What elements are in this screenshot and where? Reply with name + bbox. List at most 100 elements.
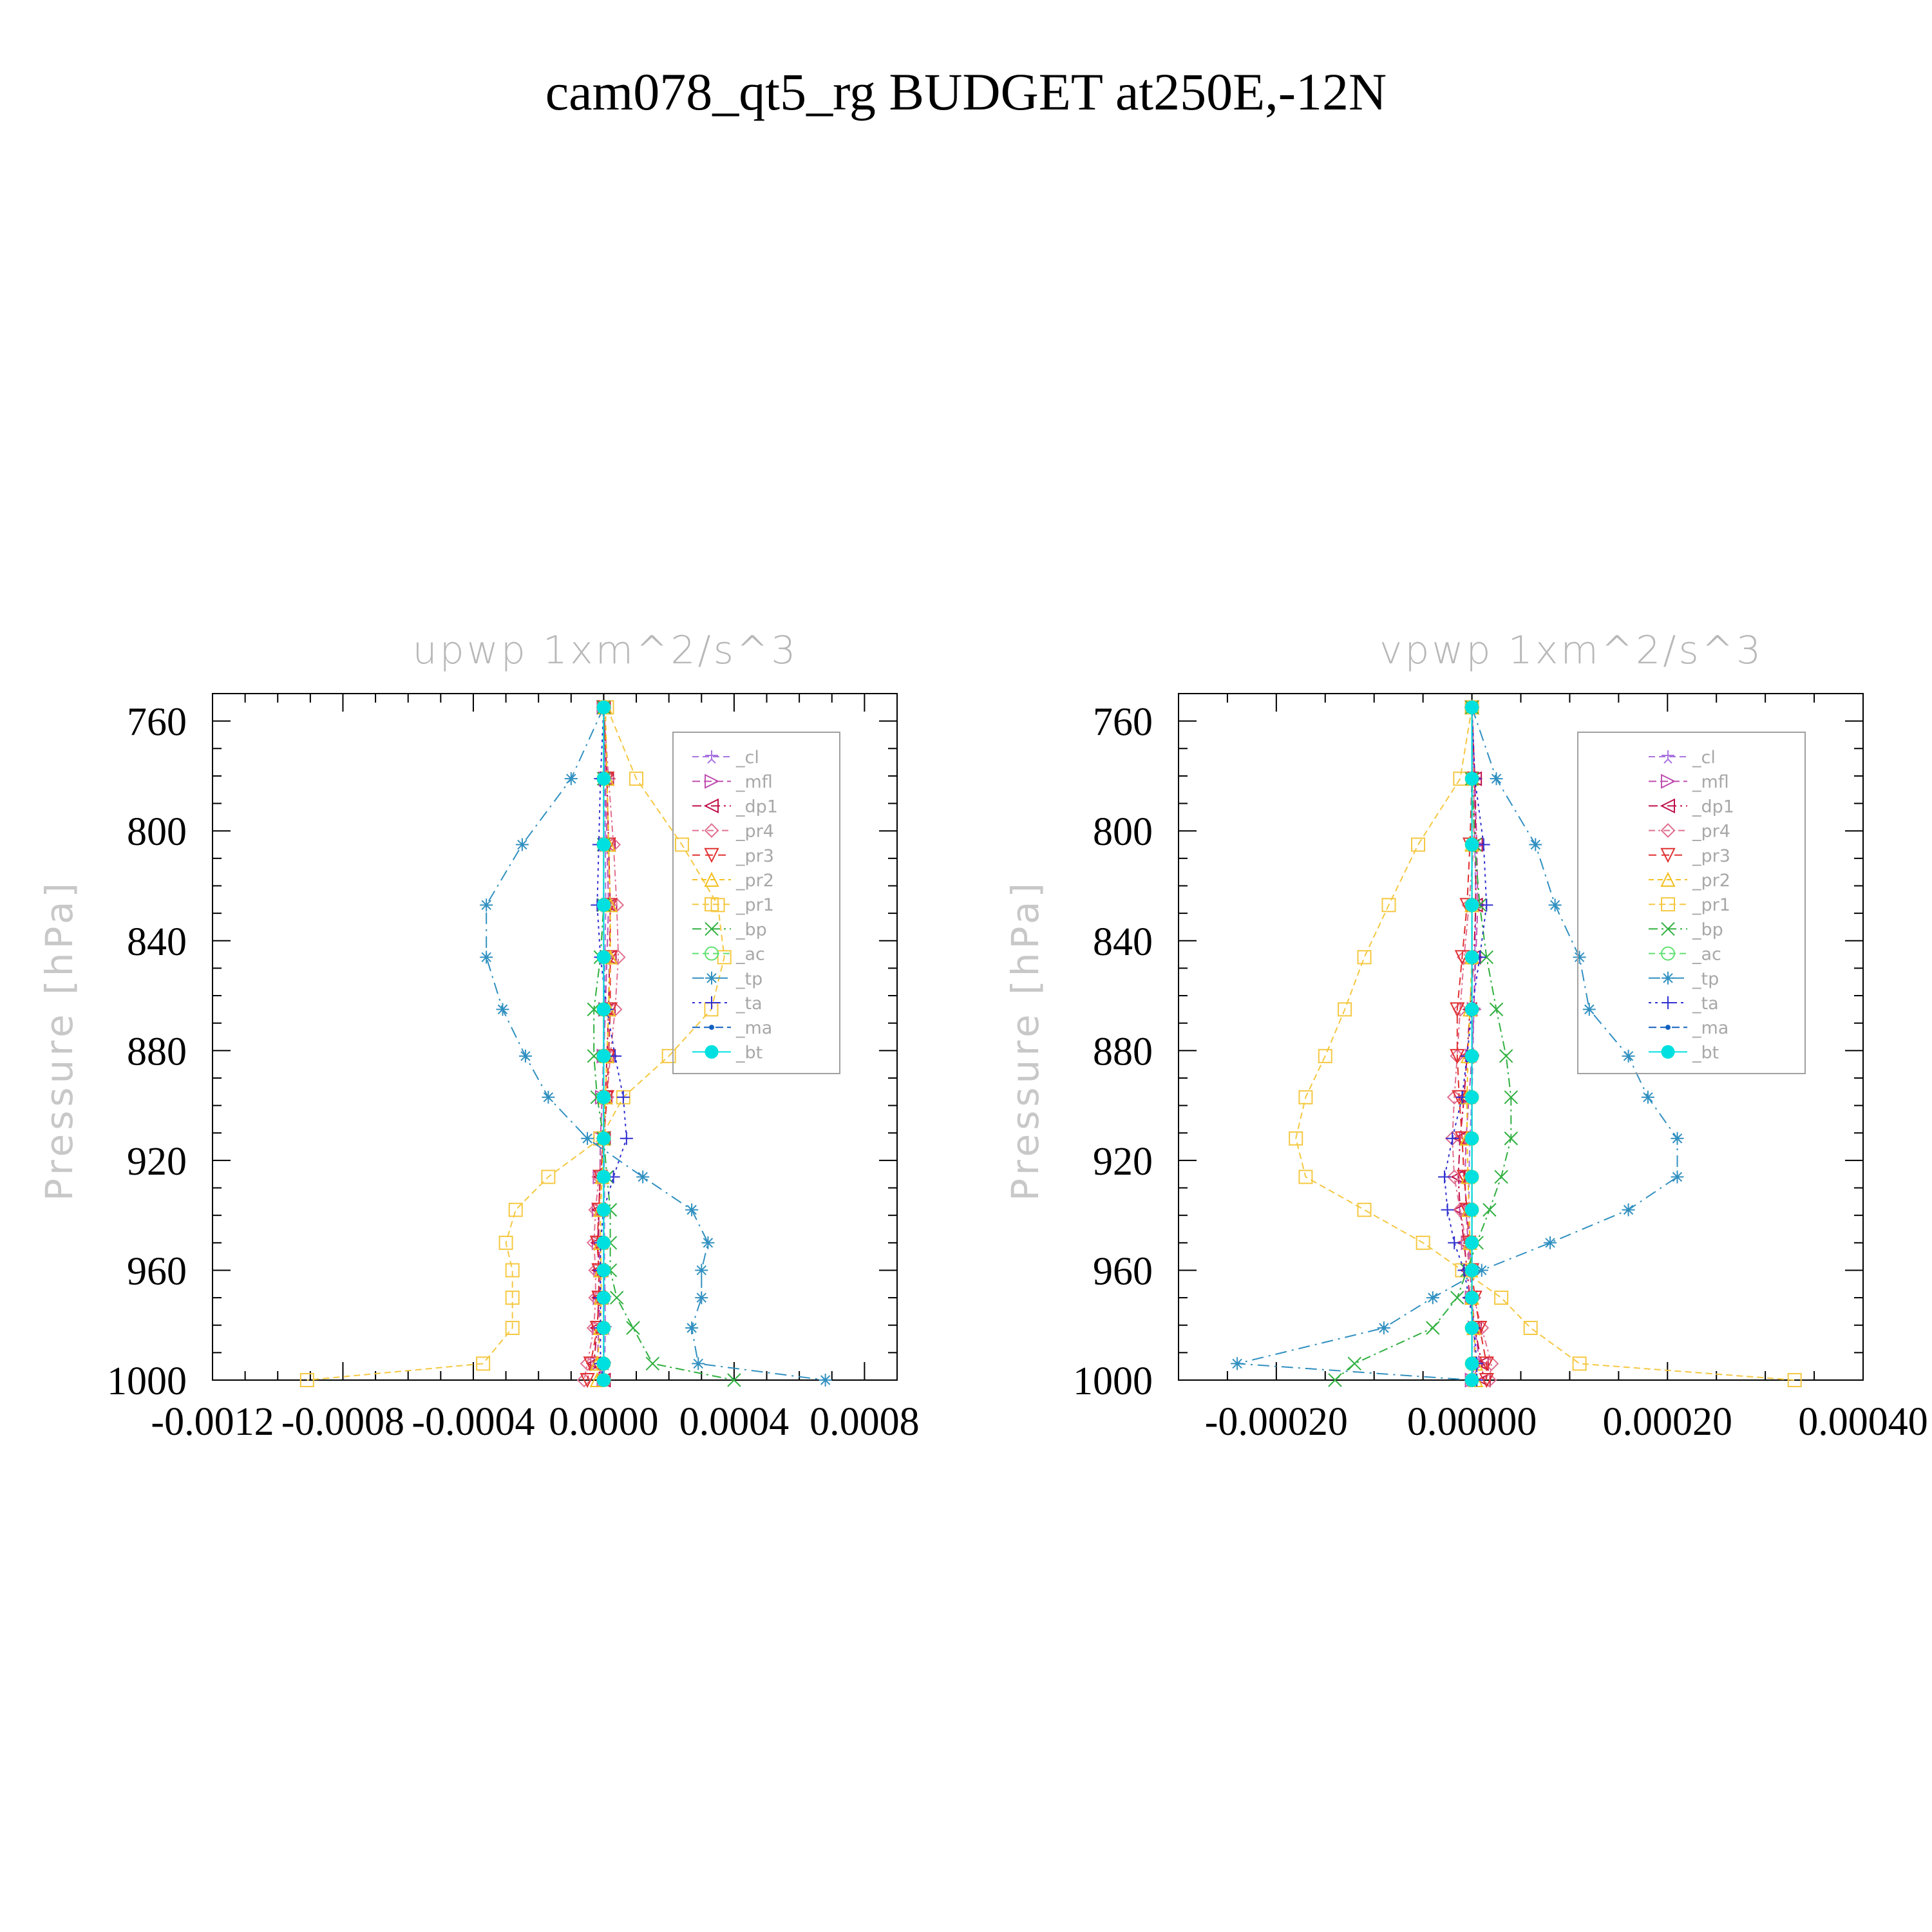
upwp-point-bt	[596, 1049, 611, 1063]
vpwp-point-bt	[1465, 1263, 1479, 1277]
vpwp-point-ta	[1438, 1170, 1452, 1184]
upwp-legend-marker-pr1	[705, 897, 719, 912]
vpwp-point-pr3	[1450, 1048, 1465, 1065]
upwp-legend-label: _ta	[735, 994, 762, 1014]
vpwp-point-pr1	[1298, 1090, 1313, 1104]
vpwp-point-bp	[1426, 1321, 1440, 1335]
upwp-point-bt	[596, 1002, 611, 1016]
upwp-point-bt	[596, 838, 611, 852]
vpwp-point-tp	[1622, 1203, 1635, 1217]
vpwp-point-tp	[1426, 1291, 1439, 1305]
upwp-ytick-label: 920	[127, 1140, 187, 1184]
upwp-ytick-label: 760	[127, 701, 187, 744]
vpwp-legend-label: _pr1	[1692, 895, 1730, 915]
vpwp-point-tp	[1377, 1321, 1390, 1334]
vpwp-point-bt	[1465, 772, 1479, 786]
vpwp-xtick-label: 0.00040	[1798, 1400, 1928, 1444]
upwp-legend-label: _pr2	[735, 871, 774, 891]
upwp-point-tp	[480, 898, 493, 912]
upwp-point-bt	[596, 1373, 611, 1387]
vpwp-point-pr4	[1482, 1372, 1497, 1388]
upwp-point-tp	[695, 1264, 708, 1277]
upwp-xtick-label: -0.0004	[412, 1400, 535, 1444]
upwp-legend-label: _pr1	[735, 895, 774, 915]
upwp-xtick-label: -0.0008	[281, 1400, 404, 1444]
vpwp-legend-marker-bt	[1661, 1045, 1675, 1059]
vpwp-point-bp	[1479, 950, 1494, 965]
upwp-point-tp	[564, 772, 578, 786]
upwp-point-pr1	[508, 1202, 523, 1217]
upwp-legend-marker-dp1	[703, 798, 719, 814]
vpwp-plot-frame	[1178, 693, 1864, 1381]
upwp-point-bt	[596, 1132, 611, 1146]
upwp-ytick-label: 1000	[107, 1359, 187, 1403]
upwp-legend-marker-pr2	[704, 871, 719, 887]
upwp-point-tp	[685, 1321, 699, 1334]
vpwp-point-bp	[1499, 1049, 1513, 1063]
vpwp-legend-marker-ta	[1662, 996, 1674, 1009]
vpwp-panel-title: vpwp 1xm^2/s^3	[1379, 628, 1763, 673]
vpwp-point-tp	[1475, 1264, 1488, 1277]
vpwp-series-line-pr3	[1456, 707, 1488, 1380]
vpwp-point-bp	[1482, 1202, 1497, 1217]
vpwp-ytick-label: 760	[1093, 701, 1153, 744]
vpwp-ytick-label: 1000	[1073, 1359, 1153, 1403]
upwp-xtick-label: 0.0000	[549, 1400, 659, 1444]
vpwp-y-axis-label: Pressure [hPa]	[1003, 879, 1047, 1201]
upwp-legend-marker-pr3	[704, 848, 719, 864]
upwp-point-ta	[620, 1132, 633, 1145]
vpwp-legend-label: _bt	[1692, 1043, 1719, 1063]
vpwp-legend-marker-ac	[1661, 946, 1675, 961]
upwp-legend-label: _pr4	[735, 822, 774, 842]
upwp-point-bt	[596, 1291, 611, 1305]
vpwp-point-pr1	[1411, 837, 1426, 852]
upwp-point-ta	[609, 1049, 622, 1063]
upwp-point-tp	[480, 951, 493, 964]
vpwp-point-tp	[1671, 1132, 1684, 1145]
vpwp-point-tp	[1490, 772, 1503, 786]
vpwp-legend-label: _ac	[1692, 945, 1721, 965]
vpwp-point-bt	[1465, 950, 1479, 964]
upwp-point-pr1	[476, 1356, 491, 1371]
vpwp-legend-label: _pr2	[1692, 871, 1730, 891]
vpwp-point-ta	[1441, 1203, 1454, 1217]
vpwp-legend-marker-pr1	[1661, 897, 1675, 912]
upwp-point-bt	[596, 898, 611, 912]
upwp-ytick-label: 960	[127, 1249, 187, 1293]
vpwp-point-tp	[1622, 1049, 1635, 1063]
upwp-legend-label: _bp	[735, 920, 767, 940]
upwp-point-pr1	[498, 1235, 513, 1250]
vpwp-point-pr1	[1357, 950, 1372, 965]
vpwp-legend-marker-mfl	[1661, 773, 1676, 789]
vpwp-point-bp	[1347, 1356, 1362, 1371]
vpwp-point-pr4	[1452, 1001, 1468, 1017]
vpwp-point-bt	[1465, 1002, 1479, 1016]
upwp-ytick-label: 840	[127, 920, 187, 964]
upwp-point-ta	[616, 1090, 630, 1104]
upwp-panel: upwp 1xm^2/s^3 Pressure [hPa] 760 800 840 8…	[37, 628, 920, 1444]
vpwp-point-tp	[1582, 1003, 1596, 1016]
vpwp-legend-label: _pr3	[1692, 846, 1730, 866]
vpwp-ytick-label: 880	[1093, 1030, 1153, 1074]
vpwp-point-bt	[1465, 898, 1479, 912]
vpwp-legend-label: _bp	[1692, 920, 1723, 940]
upwp-point-bt	[596, 700, 611, 714]
upwp-point-bt	[596, 772, 611, 786]
vpwp-point-pr3	[1450, 1002, 1465, 1018]
vpwp-point-tp	[1529, 838, 1542, 851]
vpwp-ytick-label: 920	[1093, 1140, 1153, 1184]
upwp-legend-marker-ac	[705, 946, 719, 961]
upwp-point-bt	[596, 1170, 611, 1184]
upwp-point-tp	[636, 1170, 650, 1184]
upwp-point-pr1	[505, 1291, 520, 1305]
vpwp-point-bt	[1465, 1373, 1479, 1387]
upwp-legend-box	[672, 732, 840, 1074]
upwp-point-tp	[518, 1049, 532, 1063]
upwp-point-bp	[626, 1321, 640, 1335]
upwp-series-line-cl	[602, 707, 607, 1381]
upwp-point-bt	[596, 1090, 611, 1104]
upwp-point-tp	[581, 1132, 594, 1145]
vpwp-point-bt	[1465, 1203, 1479, 1217]
vpwp-series-line-bp	[1334, 707, 1512, 1381]
vpwp-point-pr1	[1416, 1235, 1430, 1250]
